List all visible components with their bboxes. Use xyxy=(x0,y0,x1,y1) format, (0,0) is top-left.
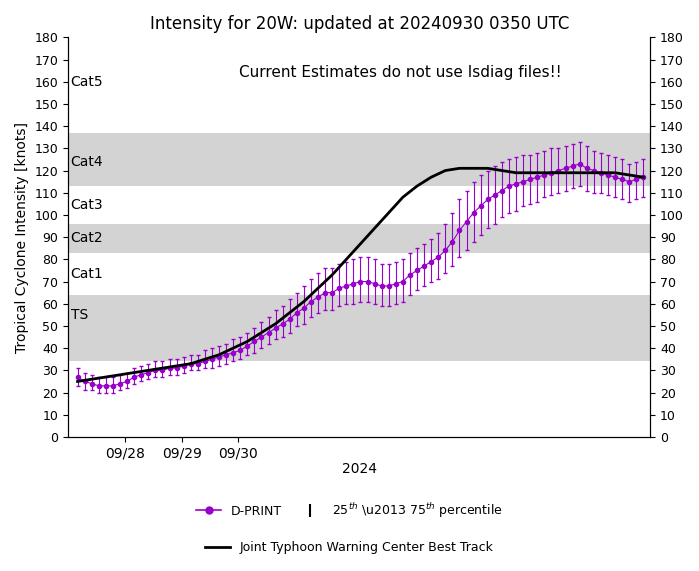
Y-axis label: Tropical Cyclone Intensity [knots]: Tropical Cyclone Intensity [knots] xyxy=(15,122,29,353)
Legend: Joint Typhoon Warning Center Best Track: Joint Typhoon Warning Center Best Track xyxy=(200,536,499,559)
Bar xyxy=(69,295,650,361)
Bar xyxy=(69,37,650,133)
Text: Cat2: Cat2 xyxy=(71,231,103,246)
Bar xyxy=(69,186,650,224)
Text: Cat1: Cat1 xyxy=(71,267,103,281)
Legend: D-PRINT, 25$^{th}$ \u2013 75$^{th}$ percentile: D-PRINT, 25$^{th}$ \u2013 75$^{th}$ perc… xyxy=(191,496,508,525)
Title: Intensity for 20W: updated at 20240930 0350 UTC: Intensity for 20W: updated at 20240930 0… xyxy=(150,15,569,33)
Bar xyxy=(69,133,650,186)
Bar xyxy=(69,253,650,295)
X-axis label: 2024: 2024 xyxy=(342,462,377,476)
Text: Cat5: Cat5 xyxy=(71,75,103,89)
Text: Current Estimates do not use Isdiag files!!: Current Estimates do not use Isdiag file… xyxy=(239,65,561,81)
Text: Cat3: Cat3 xyxy=(71,198,103,212)
Text: TS: TS xyxy=(71,308,88,322)
Bar xyxy=(69,224,650,253)
Text: Cat4: Cat4 xyxy=(71,155,103,168)
